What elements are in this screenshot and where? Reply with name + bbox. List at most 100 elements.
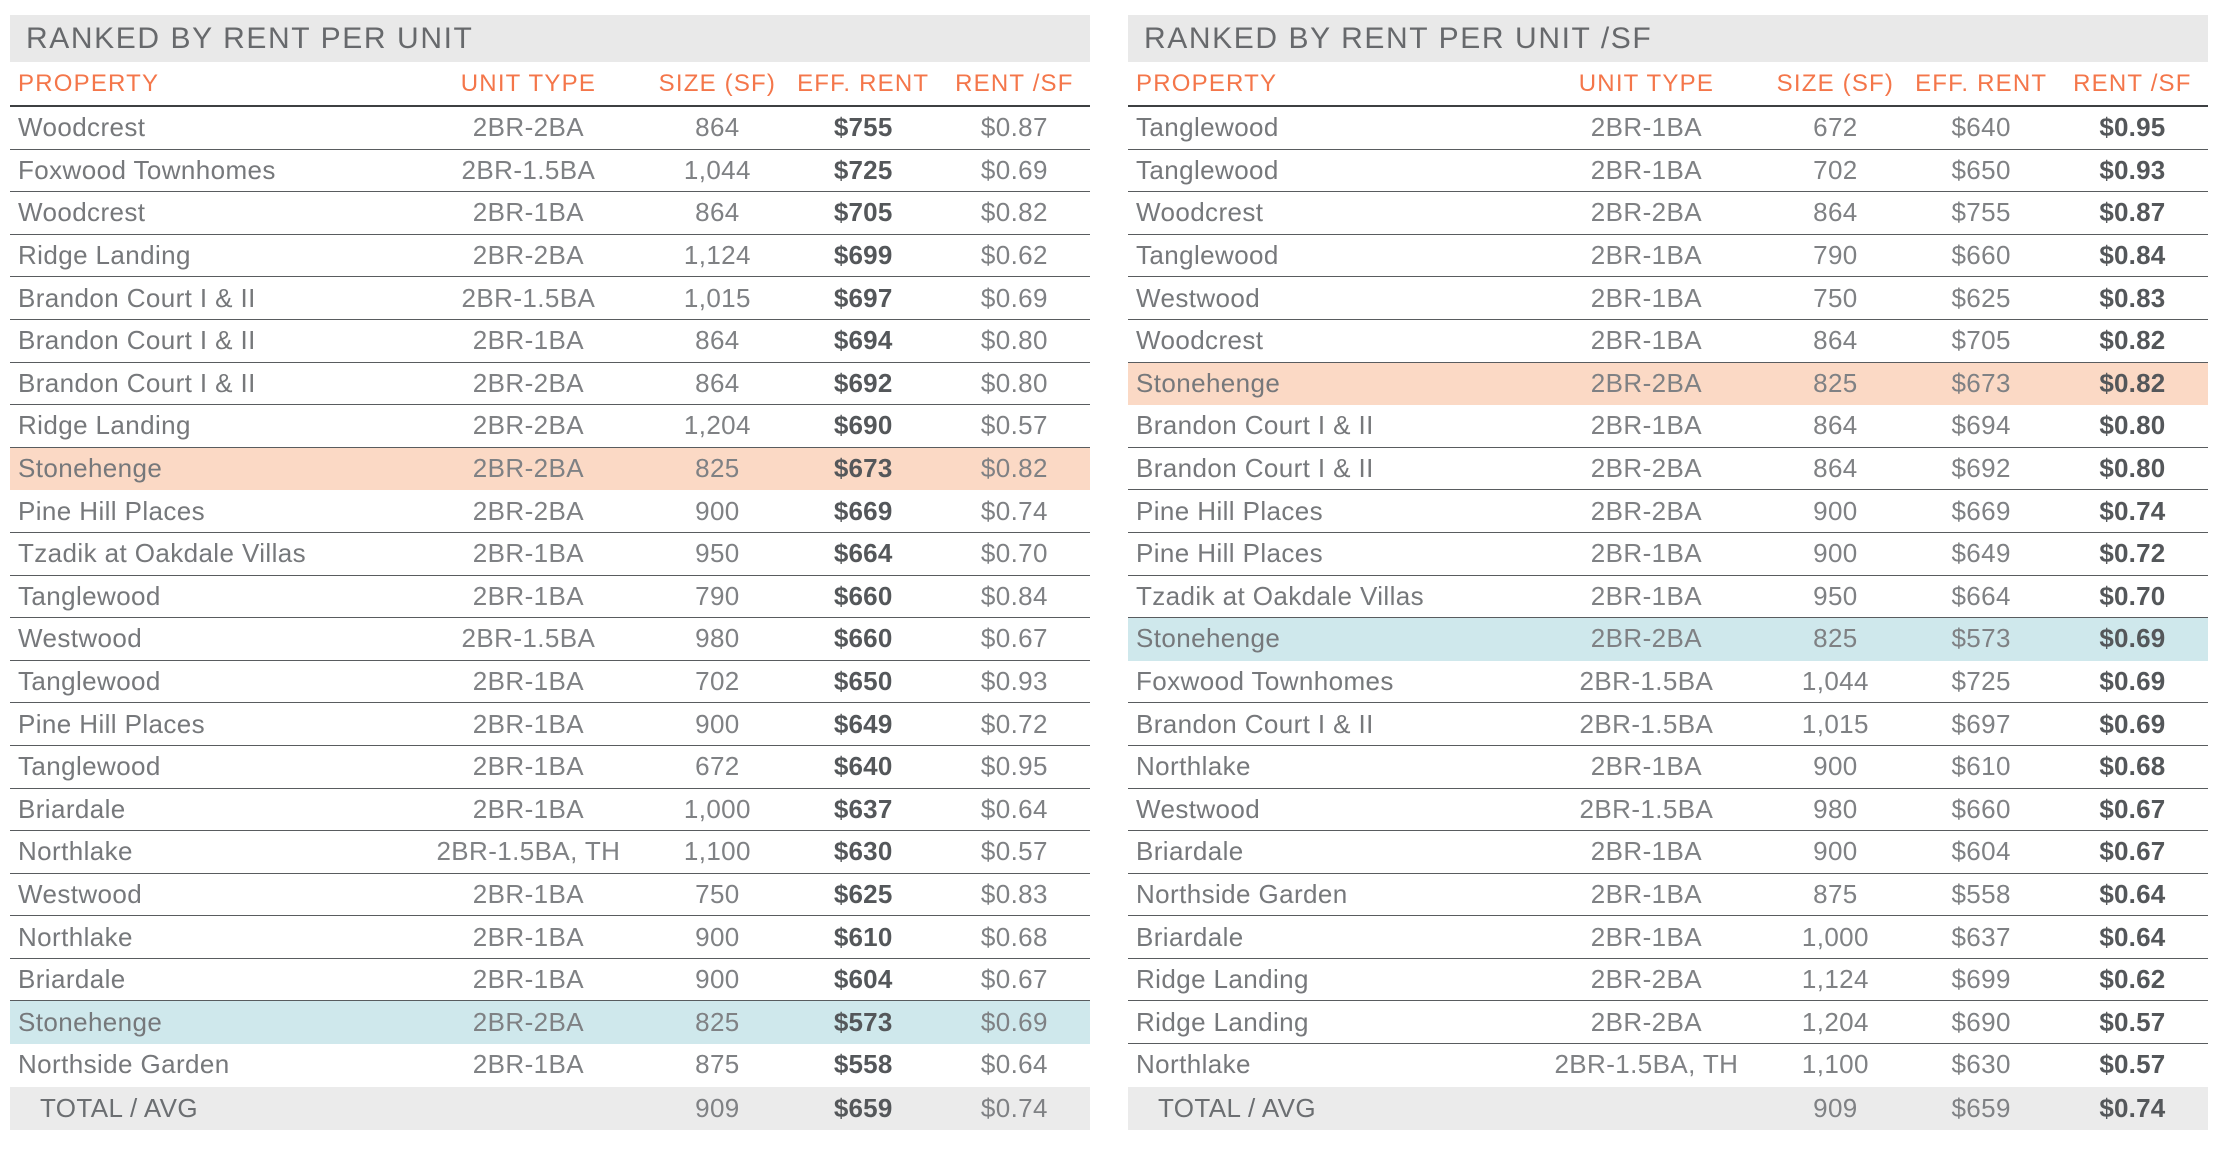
cell-property: Stonehenge: [1136, 623, 1281, 654]
table-row: Brandon Court I & II 2BR-1.5BA 1,015 $697 $0…: [10, 277, 1090, 320]
cell-property: Tzadik at Oakdale Villas: [1136, 580, 1425, 611]
cell-unit-type: 2BR-1BA: [472, 197, 584, 228]
cell-eff-rent: $650: [833, 666, 893, 697]
cell-total-label: TOTAL / AVG: [1158, 1092, 1317, 1123]
cell-eff-rent: $697: [833, 282, 893, 313]
cell-rent-sf: $0.87: [2099, 197, 2166, 228]
cell-unit-type: 2BR-2BA: [472, 453, 584, 484]
rent-per-unit-table: RANKED BY RENT PER UNIT PROPERTY UNIT TY…: [10, 15, 1090, 1130]
table-row: Briardale 2BR-1BA 1,000 $637 $0.64: [10, 789, 1090, 832]
cell-property: Tanglewood: [1136, 154, 1279, 185]
table-row: Brandon Court I & II 2BR-1BA 864 $694 $0.80: [1128, 405, 2208, 448]
table-row: Woodcrest 2BR-1BA 864 $705 $0.82: [1128, 320, 2208, 363]
cell-rent-sf: $0.74: [2099, 495, 2166, 526]
cell-rent-sf: $0.64: [980, 1049, 1048, 1080]
table-row: Tanglewood 2BR-1BA 702 $650 $0.93: [10, 661, 1090, 704]
table-row: Stonehenge 2BR-2BA 825 $673 $0.82: [10, 447, 1090, 491]
cell-rent-sf: $0.74: [2099, 1092, 2166, 1123]
cell-rent-sf: $0.69: [2099, 623, 2166, 654]
cell-property: Tanglewood: [18, 751, 161, 782]
cell-unit-type: 2BR-1.5BA: [1579, 793, 1714, 824]
column-header-rent-sf: RENT /SF: [955, 69, 1074, 97]
cell-eff-rent: $705: [1951, 325, 2011, 356]
cell-size-sf: 864: [695, 367, 740, 398]
cell-unit-type: 2BR-1BA: [472, 921, 584, 952]
cell-property: Foxwood Townhomes: [18, 154, 276, 185]
cell-rent-sf: $0.68: [2099, 751, 2166, 782]
column-header-unit-type: UNIT TYPE: [460, 69, 597, 97]
cell-size-sf: 864: [1813, 453, 1858, 484]
table-row: Brandon Court I & II 2BR-1BA 864 $694 $0.80: [10, 320, 1090, 363]
cell-rent-sf: $0.70: [2099, 580, 2166, 611]
cell-size-sf: 950: [695, 538, 740, 569]
table-title-bar: RANKED BY RENT PER UNIT /SF: [1128, 15, 2208, 62]
table-row: Foxwood Townhomes 2BR-1.5BA 1,044 $725 $0.69: [10, 150, 1090, 193]
cell-unit-type: 2BR-1BA: [1590, 878, 1702, 909]
cell-eff-rent: $725: [1951, 666, 2011, 697]
cell-unit-type: 2BR-2BA: [1590, 964, 1702, 995]
cell-size-sf: 864: [695, 197, 740, 228]
cell-eff-rent: $558: [833, 1049, 893, 1080]
cell-property: Foxwood Townhomes: [1136, 666, 1394, 697]
cell-unit-type: 2BR-1BA: [1590, 751, 1702, 782]
column-header-size-sf: SIZE (SF): [658, 69, 777, 97]
table-row: Briardale 2BR-1BA 1,000 $637 $0.64: [1128, 916, 2208, 959]
cell-unit-type: 2BR-2BA: [1590, 367, 1702, 398]
cell-rent-sf: $0.80: [2099, 410, 2166, 441]
cell-rent-sf: $0.93: [2099, 154, 2166, 185]
cell-eff-rent: $630: [1951, 1049, 2011, 1080]
cell-property: Woodcrest: [1136, 197, 1264, 228]
table-row: Northlake 2BR-1.5BA, TH 1,100 $630 $0.57: [10, 831, 1090, 874]
table-row: Pine Hill Places 2BR-2BA 900 $669 $0.74: [10, 490, 1090, 533]
cell-size-sf: 900: [695, 921, 740, 952]
cell-eff-rent: $699: [1951, 964, 2011, 995]
table-row: Woodcrest 2BR-2BA 864 $755 $0.87: [1128, 192, 2208, 235]
cell-size-sf: 1,015: [1801, 708, 1869, 739]
cell-size-sf: 672: [1813, 112, 1858, 143]
cell-property: Stonehenge: [18, 1006, 163, 1037]
cell-unit-type: 2BR-2BA: [1590, 623, 1702, 654]
cell-property: Pine Hill Places: [18, 708, 206, 739]
table-row: Woodcrest 2BR-2BA 864 $755 $0.87: [10, 107, 1090, 150]
cell-rent-sf: $0.83: [2099, 282, 2166, 313]
cell-size-sf: 875: [695, 1049, 740, 1080]
cell-unit-type: 2BR-1BA: [1590, 112, 1702, 143]
cell-eff-rent: $755: [1951, 197, 2011, 228]
cell-size-sf: 980: [695, 623, 740, 654]
cell-property: Westwood: [18, 623, 143, 654]
cell-eff-rent: $649: [1951, 538, 2011, 569]
cell-rent-sf: $0.95: [980, 751, 1048, 782]
cell-eff-rent: $640: [1951, 112, 2011, 143]
cell-size-sf: 875: [1813, 878, 1858, 909]
cell-rent-sf: $0.80: [2099, 453, 2166, 484]
cell-eff-rent: $625: [1951, 282, 2011, 313]
cell-rent-sf: $0.80: [980, 325, 1048, 356]
cell-property: Tanglewood: [18, 666, 161, 697]
cell-property: Pine Hill Places: [1136, 495, 1324, 526]
total-avg-row: TOTAL / AVG 909 $659 $0.74: [10, 1086, 1090, 1130]
cell-eff-rent: $660: [1951, 793, 2011, 824]
cell-size-sf: 864: [1813, 325, 1858, 356]
cell-size-sf: 1,100: [1801, 1049, 1869, 1080]
cell-eff-rent: $669: [833, 495, 893, 526]
cell-unit-type: 2BR-1BA: [472, 538, 584, 569]
cell-size-sf: 825: [1813, 367, 1858, 398]
column-header-rent-sf: RENT /SF: [2073, 69, 2192, 97]
cell-property: Brandon Court I & II: [18, 325, 256, 356]
cell-eff-rent: $637: [1951, 921, 2011, 952]
cell-unit-type: 2BR-2BA: [472, 1006, 584, 1037]
cell-unit-type: 2BR-2BA: [1590, 453, 1702, 484]
cell-unit-type: 2BR-1BA: [472, 793, 584, 824]
cell-rent-sf: $0.82: [2099, 367, 2166, 398]
cell-unit-type: 2BR-1BA: [472, 666, 584, 697]
cell-unit-type: 2BR-2BA: [1590, 1006, 1702, 1037]
cell-property: Stonehenge: [18, 453, 163, 484]
cell-size-sf: 900: [695, 495, 740, 526]
table-row: Tzadik at Oakdale Villas 2BR-1BA 950 $664 $0…: [10, 533, 1090, 576]
cell-property: Tanglewood: [18, 580, 161, 611]
cell-property: Brandon Court I & II: [1136, 410, 1374, 441]
cell-unit-type: 2BR-1BA: [1590, 580, 1702, 611]
cell-rent-sf: $0.69: [980, 154, 1048, 185]
cell-size-sf: 825: [695, 453, 740, 484]
table-row: Pine Hill Places 2BR-1BA 900 $649 $0.72: [1128, 533, 2208, 576]
